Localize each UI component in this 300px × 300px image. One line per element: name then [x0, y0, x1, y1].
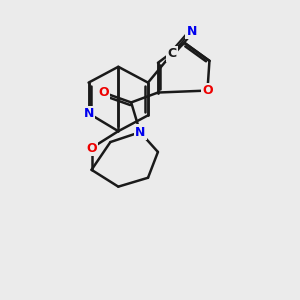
Text: N: N [83, 107, 94, 120]
Text: O: O [86, 142, 97, 154]
Text: N: N [186, 25, 197, 38]
Text: C: C [167, 47, 176, 60]
Text: O: O [98, 86, 109, 99]
Text: N: N [135, 126, 145, 139]
Text: O: O [202, 84, 213, 97]
